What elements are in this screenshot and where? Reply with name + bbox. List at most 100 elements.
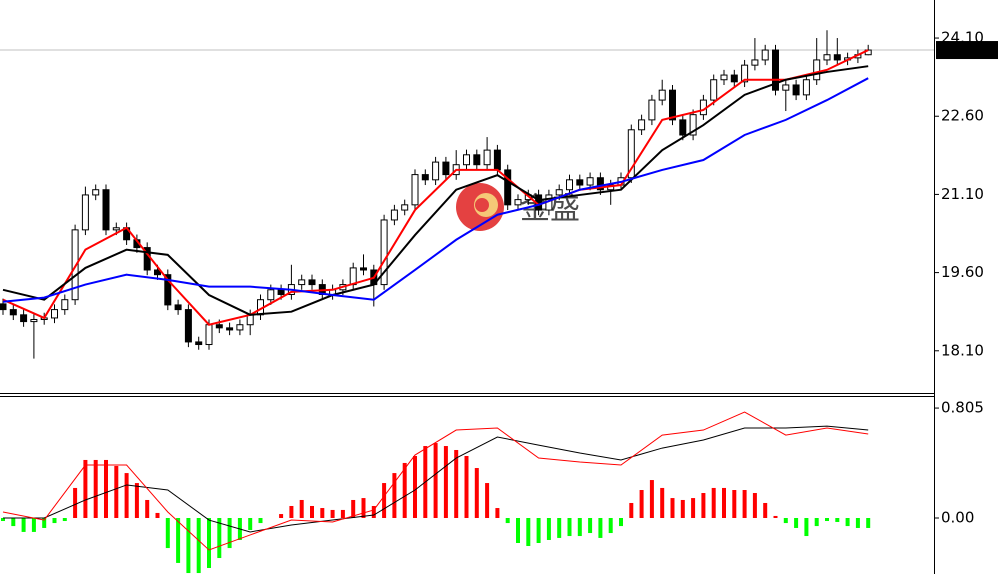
- histogram-bar: [279, 514, 284, 519]
- histogram-bar: [485, 483, 490, 519]
- histogram-bar: [464, 456, 469, 519]
- candle-body: [802, 79, 810, 96]
- histogram-bar: [732, 490, 737, 519]
- indicator-line: [2, 411, 869, 551]
- histogram-bar: [186, 518, 191, 574]
- histogram-bar: [145, 499, 150, 519]
- candle-body: [401, 204, 409, 211]
- candle-body: [648, 99, 656, 121]
- candle-body: [689, 114, 697, 136]
- histogram-bar: [258, 518, 263, 524]
- histogram-bar: [649, 480, 654, 519]
- candle-body: [267, 289, 275, 301]
- indicator-line: [2, 49, 869, 326]
- histogram-bar: [413, 456, 417, 519]
- histogram-bar: [299, 499, 304, 519]
- candle-body: [833, 54, 841, 61]
- histogram-bar: [382, 483, 387, 519]
- histogram-bar: [31, 518, 36, 532]
- candle-body: [813, 59, 821, 81]
- candle-body: [226, 327, 234, 331]
- histogram-bar: [577, 518, 582, 537]
- histogram-bar: [495, 508, 500, 519]
- histogram-bar: [536, 518, 541, 543]
- histogram-bar: [1, 518, 5, 522]
- histogram-bar: [670, 498, 675, 519]
- candle-body: [596, 177, 604, 191]
- histogram-bar: [474, 468, 479, 519]
- candle-body: [184, 309, 192, 343]
- candle-body: [473, 154, 481, 166]
- histogram-bar: [310, 505, 314, 519]
- y-tick-label: 18.10: [941, 341, 984, 359]
- candle-body: [174, 304, 182, 311]
- histogram-bar: [680, 499, 685, 519]
- candle-body: [792, 84, 800, 96]
- histogram-bar: [443, 446, 448, 519]
- histogram-bar: [289, 505, 294, 519]
- histogram-bar: [711, 487, 716, 519]
- candle-body: [349, 267, 357, 286]
- histogram-bar: [402, 462, 407, 519]
- histogram-bar: [165, 518, 170, 549]
- candle-body: [411, 174, 419, 206]
- histogram-bar: [866, 518, 871, 528]
- histogram-bar: [660, 487, 665, 519]
- current-price-label: 23.87: [939, 41, 982, 59]
- y-tick-label: 21.10: [941, 185, 984, 203]
- candle-body: [92, 189, 100, 196]
- indicator-line: [3, 425, 869, 533]
- histogram-bar: [557, 518, 562, 538]
- histogram-bar: [227, 518, 232, 549]
- histogram-bar: [546, 518, 551, 540]
- candle-body: [710, 79, 718, 101]
- candle-body: [730, 74, 738, 83]
- histogram-bar: [351, 499, 356, 519]
- candle-body: [720, 74, 728, 81]
- histogram-bar: [11, 518, 16, 527]
- histogram-bar: [320, 508, 325, 519]
- candle-body: [0, 303, 7, 311]
- candle-body: [483, 149, 491, 166]
- candle-body: [514, 199, 522, 206]
- histogram-bar: [392, 473, 397, 519]
- candle-body: [586, 177, 594, 186]
- histogram-bar: [608, 518, 613, 534]
- candle-body: [566, 179, 573, 191]
- histogram-bar: [124, 473, 129, 519]
- histogram-bar: [567, 518, 572, 537]
- histogram-bar: [134, 483, 139, 519]
- candle-body: [380, 219, 388, 286]
- candle-body: [102, 189, 110, 231]
- candle-body: [164, 274, 172, 306]
- candle-body: [627, 129, 635, 179]
- histogram-bar: [835, 518, 840, 522]
- histogram-bar: [773, 515, 778, 519]
- candle-body: [9, 309, 17, 316]
- histogram-bar: [804, 518, 809, 537]
- candle-body: [772, 49, 779, 91]
- candle-body: [741, 64, 749, 83]
- histogram-bar: [207, 518, 211, 568]
- histogram-bar: [526, 518, 531, 547]
- indicator-line: [2, 77, 869, 303]
- candle-body: [308, 279, 316, 286]
- candle-body: [782, 84, 790, 91]
- histogram-bar: [330, 509, 335, 519]
- y-tick-label: 19.60: [941, 263, 984, 281]
- histogram-bar: [619, 518, 623, 527]
- candle-body: [761, 49, 769, 61]
- histogram-bar: [62, 518, 67, 522]
- histogram-bar: [588, 518, 593, 534]
- histogram-bar: [825, 518, 829, 522]
- candle-body: [463, 154, 470, 166]
- histogram-bar: [361, 498, 366, 519]
- histogram-bar: [701, 493, 706, 519]
- candle-body: [576, 179, 584, 186]
- y-tick-label: 22.60: [941, 107, 984, 125]
- histogram-bar: [93, 459, 98, 519]
- candle-body: [236, 324, 244, 331]
- candle-body: [504, 169, 512, 206]
- histogram-bar: [52, 518, 57, 524]
